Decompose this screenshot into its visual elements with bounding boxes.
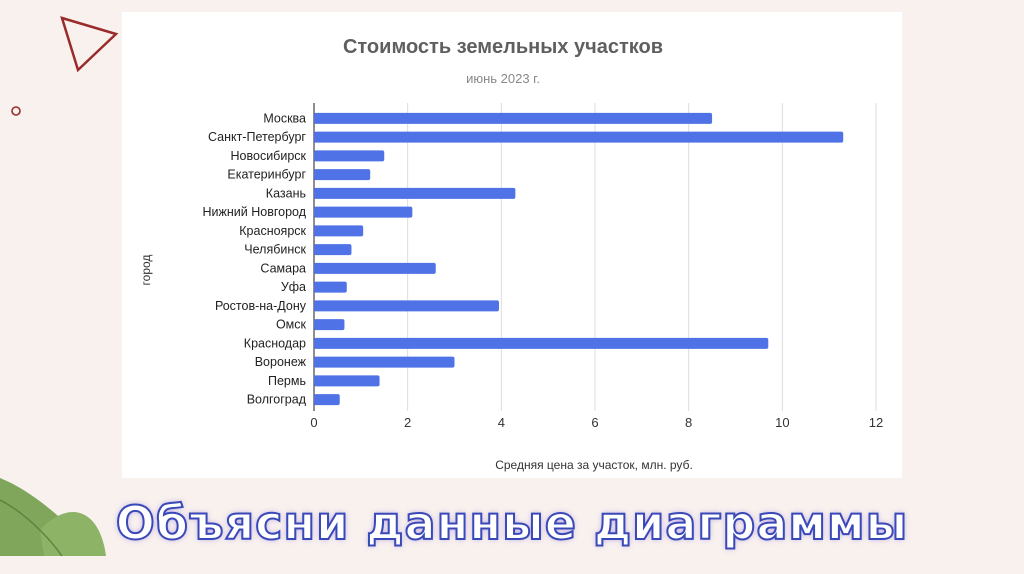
bar <box>314 131 844 143</box>
category-label: Уфа <box>281 280 306 294</box>
bar <box>314 300 499 312</box>
leaf-decoration <box>0 478 106 557</box>
bar <box>314 356 455 368</box>
chart-card: Стоимость земельных участков июнь 2023 г… <box>122 12 902 478</box>
bar <box>314 337 769 349</box>
category-label: Санкт-Петербург <box>208 130 306 144</box>
category-label: Омск <box>276 318 307 332</box>
category-label: Челябинск <box>244 243 306 257</box>
x-tick-label: 8 <box>685 415 692 430</box>
x-tick-label: 12 <box>869 415 883 430</box>
category-label: Волгоград <box>247 393 307 407</box>
bar <box>314 206 413 218</box>
category-label: Ростов-на-Дону <box>215 299 307 313</box>
category-label: Воронеж <box>255 355 307 369</box>
x-tick-label: 2 <box>404 415 411 430</box>
bar <box>314 112 713 124</box>
y-axis-label: город <box>139 255 153 286</box>
chart-title: Стоимость земельных участков <box>343 36 663 58</box>
triangle-decoration <box>60 16 119 73</box>
bar <box>314 187 516 199</box>
bar <box>314 150 385 162</box>
category-label: Самара <box>260 261 306 275</box>
plot-area: 0 2 4 6 8 10 12 Москва Санкт-Петербург Новосибирс… <box>203 103 883 430</box>
bar <box>314 394 340 406</box>
x-axis-label: Средняя цена за участок, млн. руб. <box>495 458 693 472</box>
x-tick-label: 0 <box>310 415 317 430</box>
category-label: Краснодар <box>244 336 306 350</box>
category-label: Пермь <box>268 374 306 388</box>
circle-decoration <box>11 106 21 116</box>
bar <box>314 281 347 293</box>
category-label: Москва <box>263 111 306 125</box>
category-label: Екатеринбург <box>227 168 306 182</box>
bar <box>314 262 436 274</box>
slide-caption: Объясни данные диаграммы <box>115 495 909 551</box>
category-label: Новосибирск <box>231 149 307 163</box>
category-label: Казань <box>266 186 306 200</box>
category-label: Красноярск <box>239 224 306 238</box>
bar <box>314 225 364 237</box>
x-tick-label: 4 <box>498 415 505 430</box>
bar <box>314 319 345 331</box>
bar <box>314 169 371 181</box>
chart-subtitle: июнь 2023 г. <box>466 71 540 86</box>
x-tick-label: 10 <box>775 415 789 430</box>
bar <box>314 375 380 387</box>
bar <box>314 244 352 256</box>
category-label: Нижний Новгород <box>203 205 307 219</box>
x-tick-label: 6 <box>591 415 598 430</box>
bar-chart: Стоимость земельных участков июнь 2023 г… <box>139 36 883 472</box>
